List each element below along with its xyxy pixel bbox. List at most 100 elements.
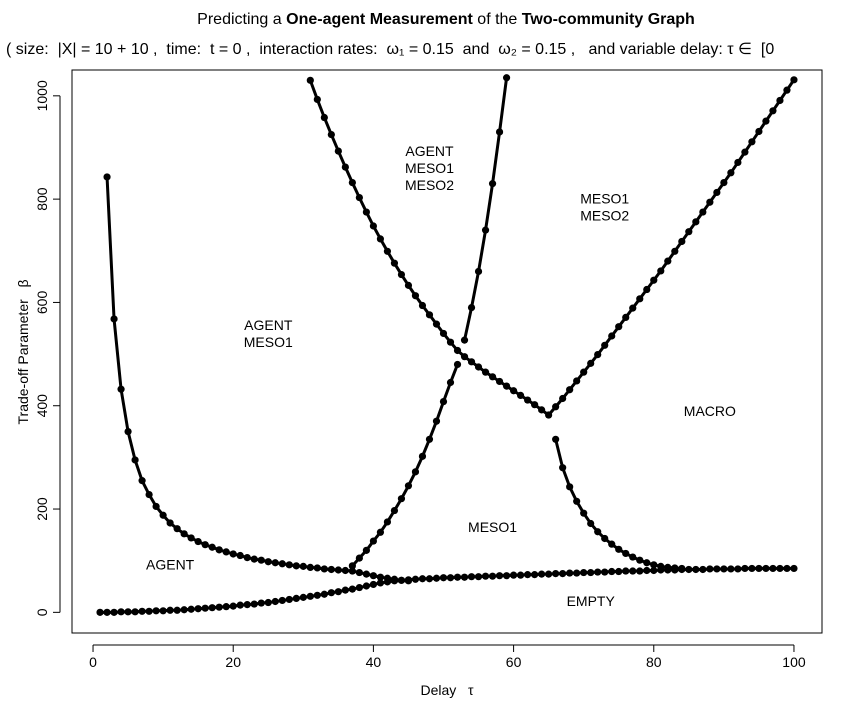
y-tick-label: 200 — [34, 497, 50, 521]
point — [250, 555, 258, 563]
plot-box — [71, 69, 823, 634]
point — [320, 590, 328, 598]
point — [180, 530, 188, 538]
point — [187, 534, 195, 542]
point — [516, 571, 525, 579]
point — [348, 585, 356, 593]
point — [236, 551, 244, 560]
point — [657, 267, 665, 275]
point — [425, 575, 434, 583]
region-label: MACRO — [684, 403, 736, 419]
point — [173, 525, 181, 533]
x-tick-label: 20 — [225, 654, 241, 670]
curve — [463, 77, 509, 341]
point — [769, 107, 777, 115]
region-label: MESO2 — [580, 207, 629, 223]
point — [601, 534, 609, 543]
point — [467, 573, 476, 581]
point — [348, 567, 356, 575]
curve — [105, 176, 409, 583]
x-tick-label: 100 — [782, 654, 806, 670]
point — [495, 128, 504, 136]
point — [720, 565, 728, 573]
point — [208, 604, 216, 612]
point — [594, 568, 602, 576]
point — [538, 406, 546, 414]
point — [671, 564, 679, 572]
point — [103, 608, 111, 616]
point — [243, 600, 251, 609]
point — [727, 169, 735, 177]
point — [306, 563, 314, 572]
point — [488, 180, 497, 188]
point — [790, 564, 798, 573]
point — [159, 511, 167, 519]
point — [615, 545, 623, 553]
point — [306, 76, 314, 84]
point — [762, 117, 770, 125]
y-tick-label: 1000 — [34, 80, 50, 111]
point — [741, 564, 749, 573]
point — [117, 385, 125, 393]
point — [755, 127, 763, 136]
point — [692, 218, 700, 226]
point — [376, 579, 385, 587]
point — [313, 95, 321, 104]
point — [355, 554, 363, 562]
point — [362, 570, 370, 578]
point — [355, 583, 363, 592]
chart-title: Predicting a One-agent Measurement of th… — [197, 11, 695, 28]
point — [299, 593, 307, 601]
point — [622, 313, 630, 322]
point — [404, 576, 413, 584]
point — [166, 519, 174, 527]
point — [762, 564, 770, 573]
point — [180, 606, 188, 614]
point — [397, 495, 406, 503]
point — [446, 574, 455, 582]
point — [755, 564, 763, 573]
point — [271, 559, 279, 567]
point — [713, 565, 721, 573]
point — [229, 602, 237, 610]
y-tick-label: 400 — [34, 394, 50, 418]
point — [439, 574, 448, 582]
point — [411, 575, 420, 583]
point — [236, 601, 244, 609]
point — [559, 570, 567, 578]
point — [594, 350, 602, 359]
point — [664, 563, 672, 572]
point — [138, 607, 146, 615]
point — [460, 573, 469, 581]
point — [580, 368, 588, 376]
point — [748, 138, 756, 146]
point — [369, 222, 378, 230]
point — [608, 332, 616, 340]
point — [390, 577, 399, 585]
point — [629, 567, 637, 575]
point — [580, 568, 588, 577]
point — [432, 574, 441, 582]
x-tick-label: 80 — [646, 654, 662, 670]
point — [657, 562, 665, 570]
point — [573, 569, 581, 577]
point — [243, 553, 251, 562]
point — [376, 573, 385, 581]
point — [713, 188, 721, 197]
region-label: EMPTY — [567, 593, 616, 609]
point — [545, 570, 553, 578]
point — [502, 382, 511, 390]
point — [474, 573, 483, 581]
point — [103, 173, 111, 181]
point — [110, 608, 118, 616]
point — [271, 597, 279, 606]
point — [152, 502, 160, 511]
point — [706, 565, 714, 573]
point — [538, 570, 546, 578]
point — [481, 368, 490, 376]
point — [257, 556, 265, 564]
point — [587, 359, 595, 367]
point — [292, 562, 300, 570]
point — [362, 582, 370, 590]
